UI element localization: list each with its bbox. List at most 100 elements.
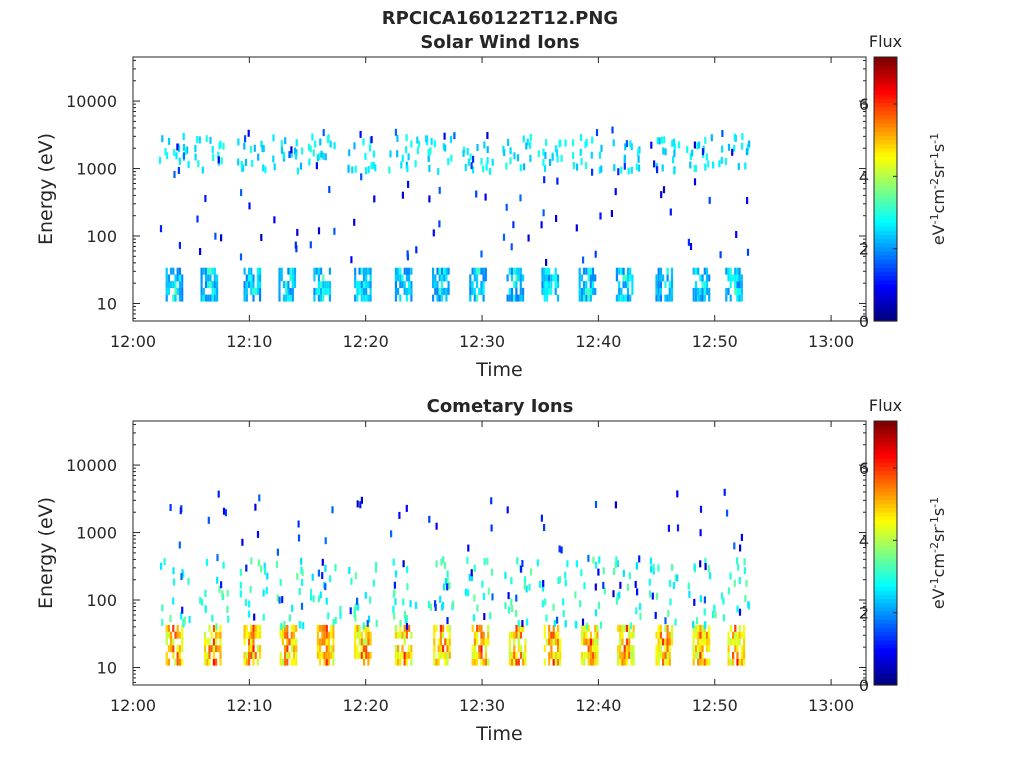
flux-cell: [433, 651, 436, 659]
flux-cell: [178, 145, 181, 153]
y-tick-label: 1000: [76, 524, 117, 543]
flux-cell: [438, 186, 441, 194]
flux-cell: [522, 651, 525, 659]
flux-cell: [250, 287, 253, 295]
flux-cell: [289, 294, 292, 302]
flux-cell: [256, 631, 259, 639]
flux-cell: [397, 651, 400, 659]
x-tick-label: 12:50: [692, 696, 738, 715]
flux-cell: [278, 267, 281, 275]
flux-cell: [256, 287, 259, 295]
flux-cell: [688, 590, 691, 598]
flux-cell: [362, 138, 365, 146]
flux-cell: [560, 154, 563, 162]
flux-cell: [650, 565, 653, 573]
flux-cell: [589, 658, 592, 666]
flux-cell: [653, 160, 656, 168]
flux-cell: [594, 631, 597, 639]
flux-cell: [250, 631, 253, 639]
flux-cell: [543, 267, 546, 275]
flux-cell: [280, 274, 283, 282]
flux-cell: [580, 274, 583, 282]
flux-cell: [490, 497, 493, 505]
flux-cell: [216, 576, 219, 584]
flux-cell: [510, 243, 513, 251]
flux-cell: [331, 506, 334, 514]
flux-cell: [517, 645, 520, 653]
flux-cell: [467, 589, 470, 597]
flux-cell: [174, 281, 177, 289]
flux-cell: [585, 267, 588, 275]
flux-cell: [366, 619, 369, 627]
flux-cell: [623, 658, 626, 666]
flux-cell: [219, 645, 222, 653]
flux-cell: [638, 555, 641, 563]
flux-cell: [279, 658, 282, 666]
flux-cell: [620, 267, 623, 275]
flux-cell: [369, 287, 372, 295]
flux-cell: [655, 592, 658, 600]
flux-cell: [360, 638, 363, 646]
flux-cell: [545, 287, 548, 295]
flux-cell: [354, 572, 357, 580]
flux-cell: [562, 598, 565, 606]
flux-cell: [549, 158, 552, 166]
flux-cell: [249, 145, 252, 153]
flux-cell: [289, 267, 292, 275]
flux-cell: [625, 658, 629, 666]
flux-cell: [399, 624, 402, 632]
flux-cell: [204, 645, 207, 653]
flux-cell: [583, 658, 586, 666]
flux-cell: [365, 294, 368, 302]
flux-cell: [435, 522, 438, 530]
flux-cell: [399, 281, 402, 289]
flux-cell: [651, 592, 654, 600]
flux-cell: [435, 658, 438, 666]
flux-cell: [559, 638, 562, 646]
flux-cell: [181, 287, 184, 295]
flux-cell: [333, 227, 336, 235]
flux-cell: [704, 136, 707, 144]
flux-cell: [245, 658, 248, 666]
flux-cell: [438, 294, 441, 302]
flux-cell: [290, 645, 293, 653]
flux-cell: [475, 294, 479, 302]
flux-cell: [484, 638, 487, 646]
flux-cell: [332, 624, 335, 632]
flux-cell: [557, 577, 560, 584]
flux-cell: [626, 267, 630, 275]
flux-cell: [490, 568, 494, 576]
flux-cell: [258, 494, 261, 502]
flux-cell: [394, 294, 397, 302]
flux-cell: [416, 136, 419, 144]
flux-cell: [213, 287, 216, 295]
flux-cell: [356, 603, 360, 611]
flux-cell: [618, 287, 621, 295]
flux-cell: [284, 651, 287, 659]
flux-cell: [410, 658, 413, 666]
flux-cell: [482, 165, 485, 173]
flux-cell: [576, 163, 579, 171]
flux-cell: [438, 287, 441, 295]
flux-cell: [324, 583, 327, 591]
flux-cell: [326, 281, 329, 289]
flux-cell: [262, 164, 265, 172]
flux-cell: [619, 645, 622, 653]
flux-cell: [515, 631, 518, 639]
flux-cell: [473, 645, 476, 653]
flux-cell: [161, 604, 164, 612]
flux-cell: [583, 624, 586, 632]
flux-cell: [321, 624, 324, 632]
flux-cell: [542, 159, 545, 167]
flux-cell: [358, 651, 361, 659]
flux-cell: [482, 267, 485, 275]
x-tick-label: 12:30: [459, 332, 505, 351]
flux-cell: [248, 267, 251, 275]
flux-cell: [649, 590, 652, 598]
flux-cell: [585, 139, 588, 147]
flux-cell: [169, 504, 172, 511]
flux-cell: [736, 287, 739, 295]
flux-cell: [509, 157, 512, 165]
flux-cell: [397, 645, 400, 653]
flux-cell: [181, 274, 184, 282]
